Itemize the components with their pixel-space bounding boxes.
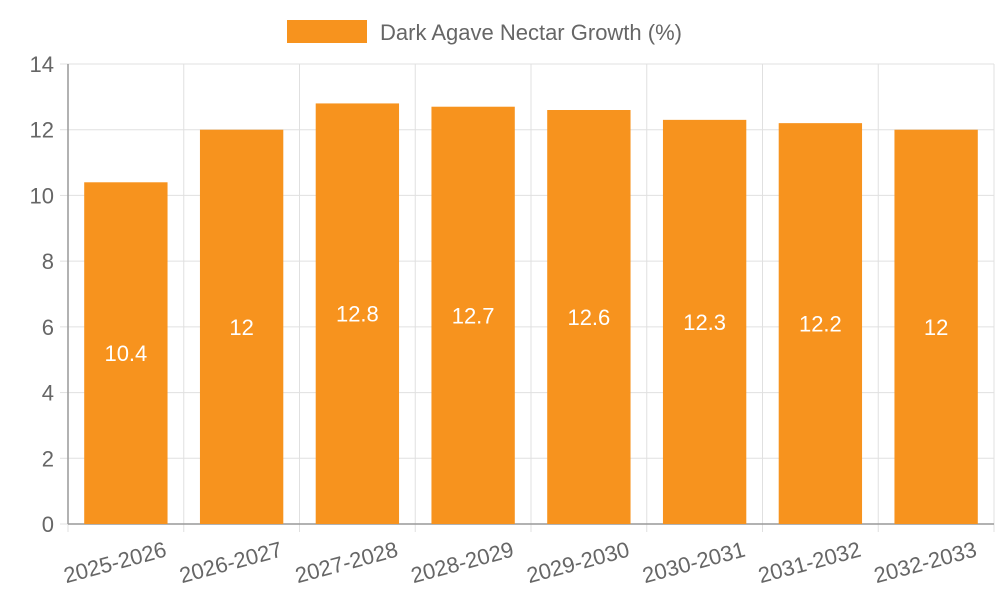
bar-2026-2027[interactable] <box>199 129 284 524</box>
x-tick-label: 2028-2029 <box>408 537 516 588</box>
y-tick-label: 0 <box>42 512 54 537</box>
bar-value-label: 12 <box>924 315 948 340</box>
bar-2028-2029[interactable] <box>431 106 515 524</box>
bar-2032-2033[interactable] <box>894 129 978 524</box>
bar-value-label: 12.3 <box>683 310 726 335</box>
x-tick-label: 2029-2030 <box>524 537 632 588</box>
bar-2029-2030[interactable] <box>547 110 631 524</box>
legend-label: Dark Agave Nectar Growth (%) <box>380 20 682 45</box>
bars <box>84 103 978 525</box>
bar-2025-2026[interactable] <box>84 182 168 525</box>
y-tick-label: 2 <box>42 446 54 471</box>
x-tick-label: 2030-2031 <box>640 537 748 588</box>
x-tick-label: 2032-2033 <box>871 537 979 588</box>
bar-value-label: 12.8 <box>336 302 379 327</box>
y-tick-label: 14 <box>30 52 54 77</box>
x-tick-label: 2026-2027 <box>177 537 285 588</box>
y-tick-label: 6 <box>42 315 54 340</box>
bar-value-label: 12.2 <box>799 312 842 337</box>
y-tick-label: 10 <box>30 183 54 208</box>
bar-value-label: 12.7 <box>452 303 495 328</box>
bar-2027-2028[interactable] <box>315 103 400 524</box>
data-labels: 10.4 12 12.8 12.7 12.6 12.3 12.2 12 <box>104 302 948 366</box>
x-tick-label: 2025-2026 <box>61 537 169 588</box>
x-tick-label: 2031-2032 <box>755 537 863 588</box>
bar-value-label: 12.6 <box>567 305 610 330</box>
y-tick-label: 12 <box>30 118 54 143</box>
bar-value-label: 10.4 <box>104 341 147 366</box>
bar-2031-2032[interactable] <box>778 123 863 525</box>
legend[interactable]: Dark Agave Nectar Growth (%) <box>287 20 682 45</box>
y-tick-label: 4 <box>42 381 54 406</box>
bar-value-label: 12 <box>229 315 253 340</box>
x-tick-label: 2027-2028 <box>292 537 400 588</box>
y-tick-label: 8 <box>42 249 54 274</box>
legend-swatch <box>287 20 367 43</box>
bar-2030-2031[interactable] <box>662 119 747 524</box>
